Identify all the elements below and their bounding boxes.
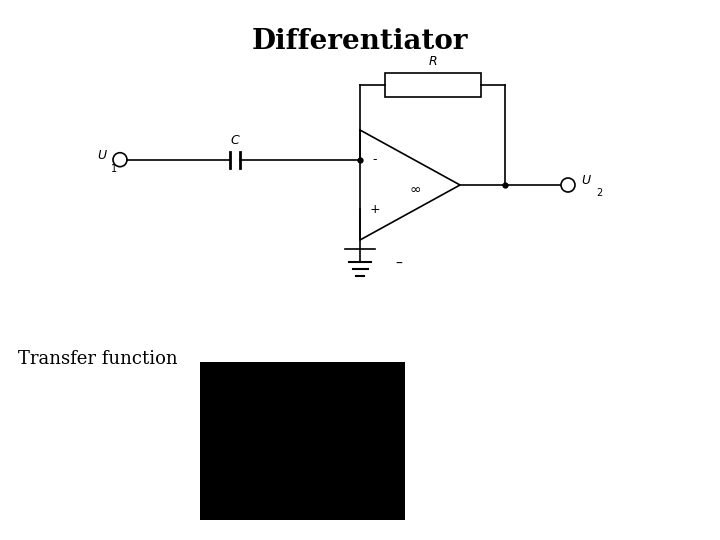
Bar <box>384 73 480 97</box>
Text: U: U <box>581 173 590 186</box>
Text: +: + <box>370 202 381 215</box>
Text: Transfer function: Transfer function <box>18 350 178 368</box>
Text: Differentiator: Differentiator <box>252 28 468 55</box>
Text: ∞: ∞ <box>409 183 420 197</box>
Bar <box>200 362 405 520</box>
Text: 1: 1 <box>111 164 117 174</box>
Text: C: C <box>230 134 239 147</box>
Text: R: R <box>428 55 437 68</box>
Text: 2: 2 <box>596 188 602 198</box>
Text: U: U <box>97 149 106 162</box>
Text: -: - <box>372 153 377 166</box>
Text: –: – <box>395 257 402 271</box>
